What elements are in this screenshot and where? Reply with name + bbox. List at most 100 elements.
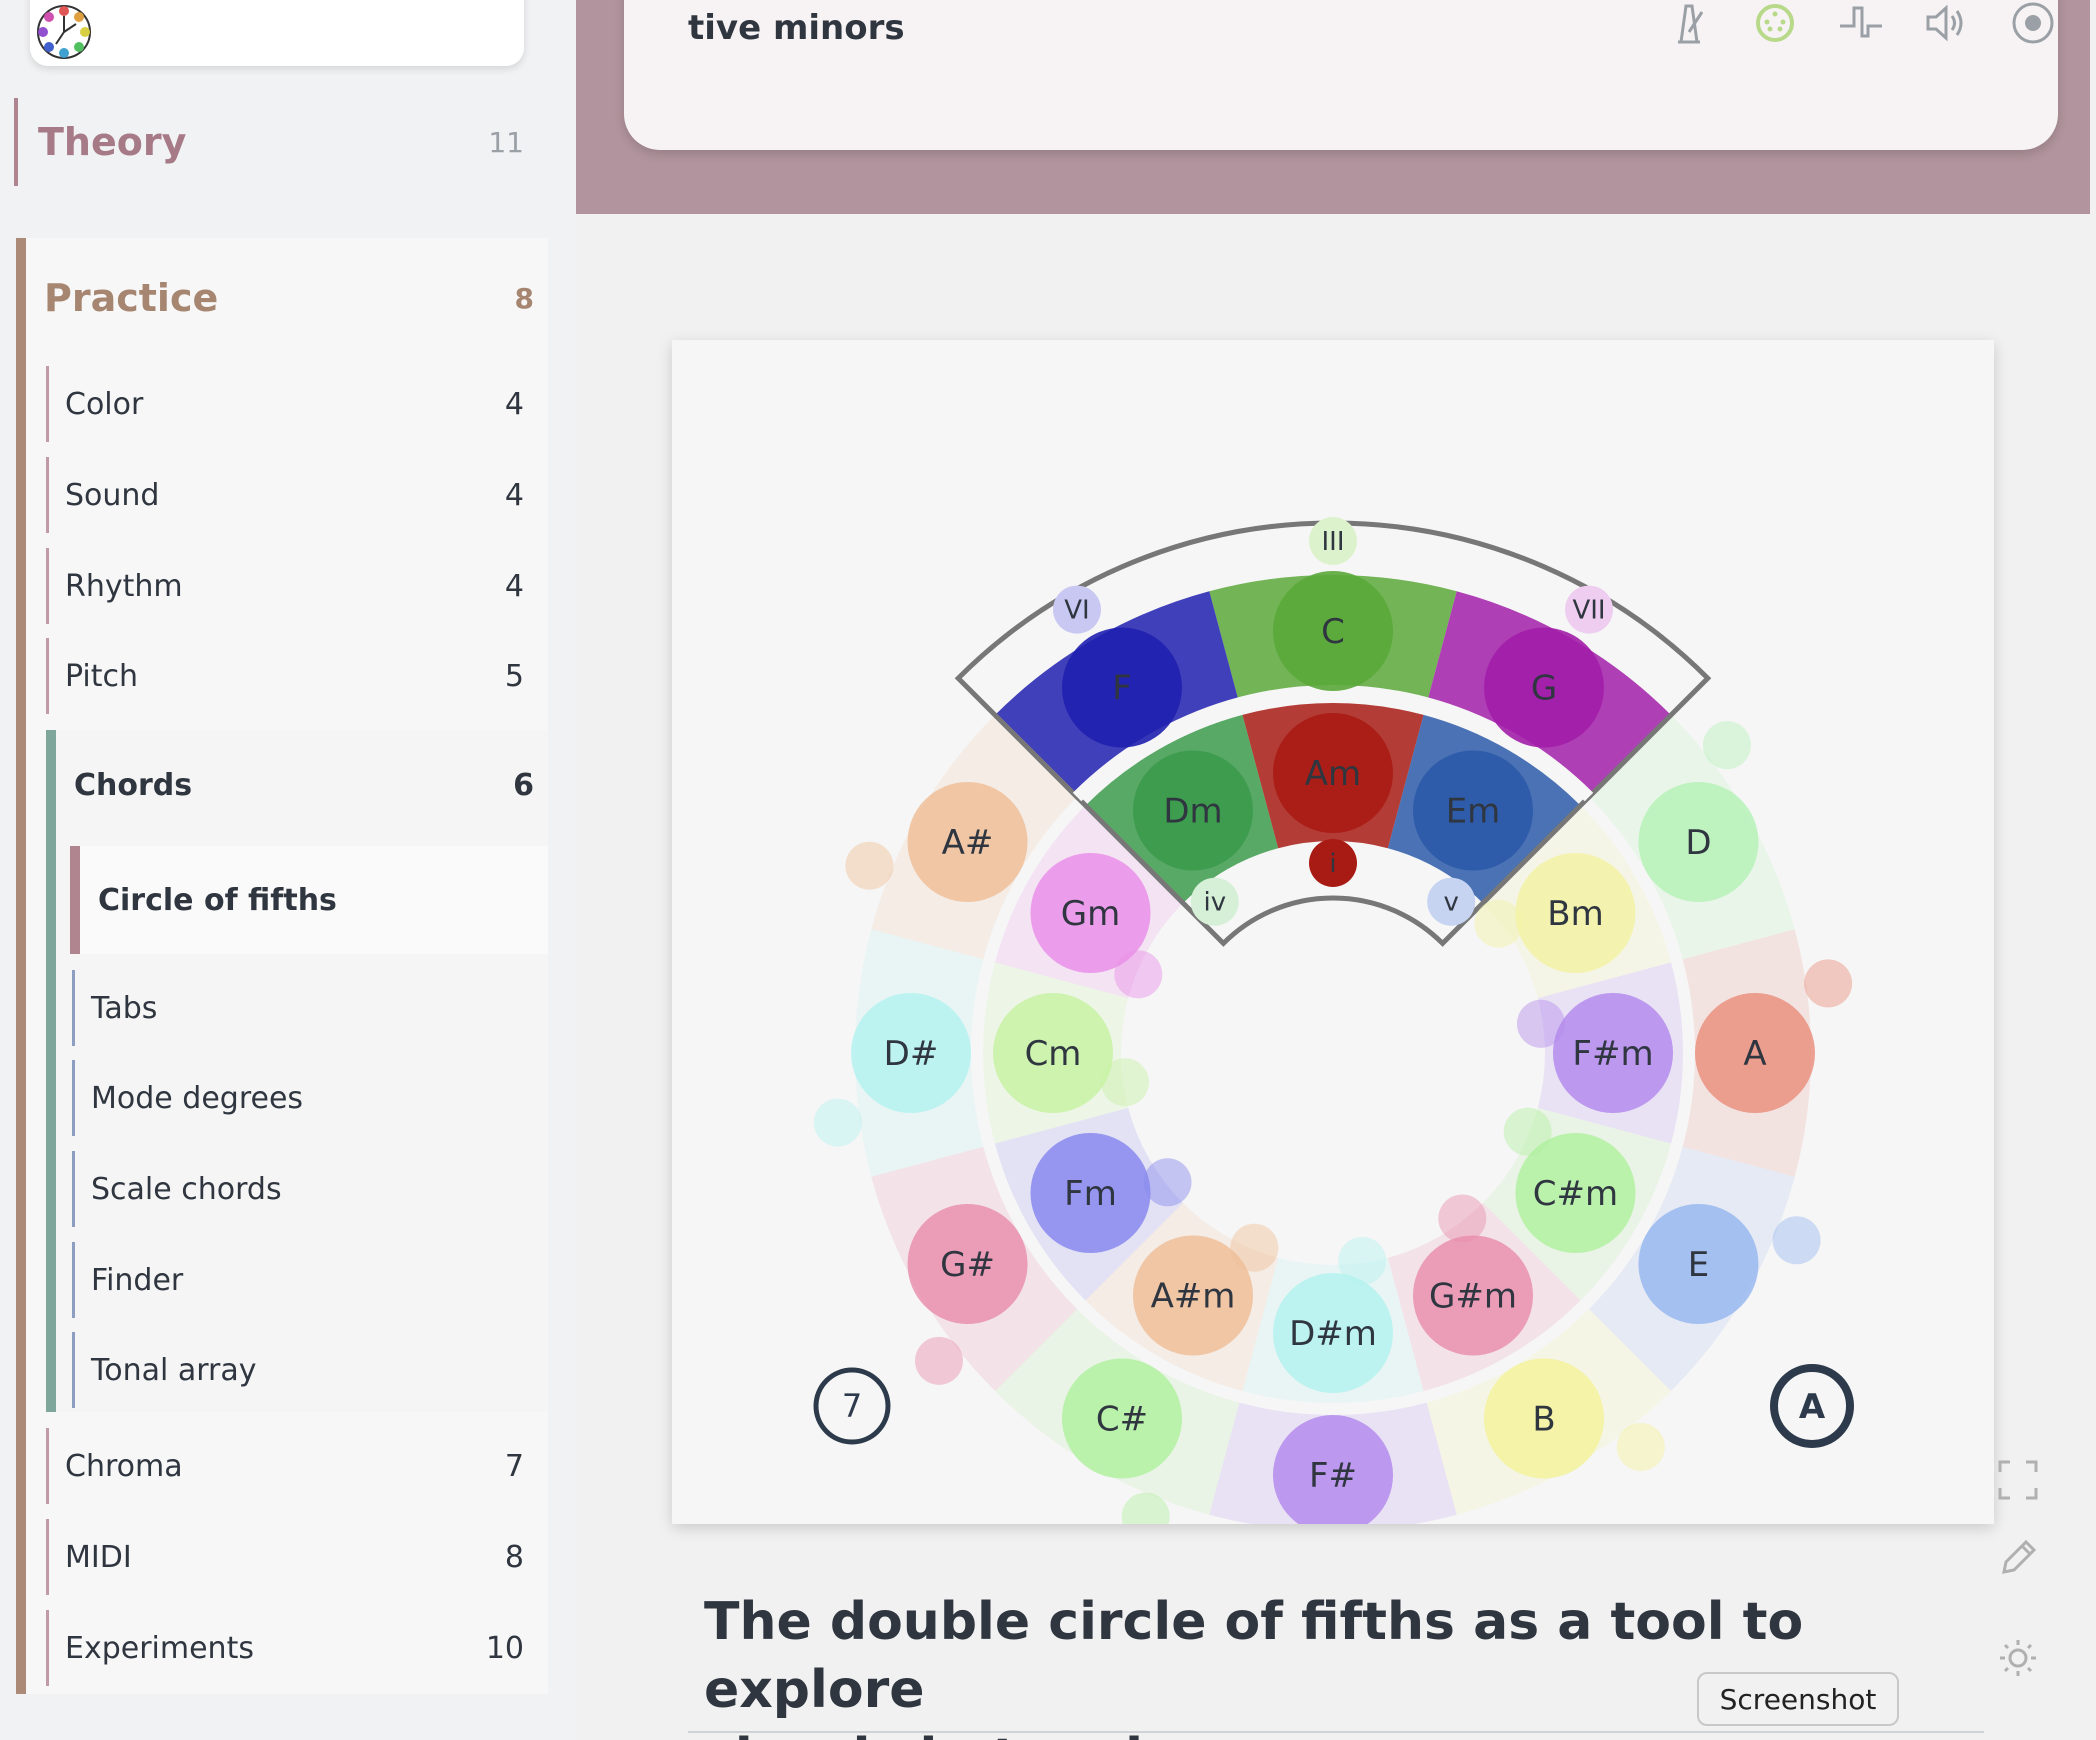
degree-badge-circle: [1427, 877, 1476, 926]
note-label: Am: [1305, 754, 1361, 794]
inner-note-em[interactable]: Em: [1413, 750, 1533, 871]
outer-note-b[interactable]: B: [1484, 1358, 1604, 1479]
sidebar-item-label: Mode degrees: [91, 1080, 304, 1116]
outer-note-c[interactable]: C: [1273, 571, 1393, 691]
sidebar-item-circle-of-fifths[interactable]: Circle of fifths: [70, 846, 548, 954]
sidebar-item-count: 7: [504, 1448, 524, 1484]
outer-note-d[interactable]: D: [1638, 782, 1759, 902]
tonic-label: A: [1799, 1387, 1826, 1427]
sidebar-item-count: 10: [485, 1630, 524, 1666]
ghost-dot: [1503, 1107, 1552, 1156]
sidebar-item-pitch[interactable]: Pitch 5: [46, 638, 538, 714]
note-circle: [907, 782, 1028, 902]
midi-icon[interactable]: [1750, 0, 1800, 48]
outer-note-c-sharp[interactable]: C#: [1062, 1358, 1182, 1479]
theme-icon[interactable]: [1996, 1636, 2040, 1680]
note-label: D: [1685, 823, 1711, 863]
note-circle: [1638, 782, 1759, 902]
inner-note-am[interactable]: Am: [1273, 713, 1393, 833]
logo-card[interactable]: [30, 0, 524, 66]
note-label: C: [1321, 612, 1345, 652]
sidebar-item-color[interactable]: Color 4: [46, 366, 538, 442]
article-title: The double circle of fifths as a tool to…: [704, 1588, 1944, 1740]
metronome-icon[interactable]: [1664, 0, 1714, 48]
sidebar-item-rhythm[interactable]: Rhythm 4: [46, 548, 538, 624]
degree-badge-circle: [1309, 517, 1357, 565]
note-label: A: [1743, 1034, 1766, 1074]
sidebar-item-practice[interactable]: Practice 8: [26, 238, 548, 358]
sidebar-item-count: 4: [504, 386, 524, 422]
inner-note-a-sharpm[interactable]: A#m: [1133, 1235, 1253, 1356]
outer-note-a-sharp[interactable]: A#: [907, 782, 1028, 902]
outer-note-a[interactable]: A: [1695, 993, 1815, 1113]
header-card: tive minors: [624, 0, 2058, 150]
sidebar-item-label: Chroma: [65, 1448, 183, 1484]
inner-note-fm[interactable]: Fm: [1030, 1133, 1151, 1253]
outer-note-f[interactable]: F: [1062, 627, 1182, 748]
record-icon[interactable]: [2008, 0, 2058, 48]
fullscreen-icon[interactable]: [1996, 1458, 2040, 1502]
ghost-dot: [1438, 1194, 1487, 1243]
app-logo-icon: [37, 5, 91, 59]
inner-note-g-sharpm[interactable]: G#m: [1413, 1235, 1533, 1356]
speaker-icon[interactable]: [1922, 0, 1972, 48]
sidebar-item-label: Rhythm: [65, 568, 183, 604]
sidebar-item-midi[interactable]: MIDI 8: [46, 1519, 538, 1595]
sidebar-item-finder[interactable]: Finder: [72, 1242, 542, 1318]
note-label: Em: [1446, 792, 1501, 832]
sidebar-item-count: 8: [514, 281, 534, 315]
sidebar-item-tonal-array[interactable]: Tonal array: [72, 1332, 542, 1408]
note-label: D#m: [1289, 1314, 1377, 1354]
waveform-icon[interactable]: [1836, 0, 1886, 48]
ghost-dot: [1121, 1492, 1170, 1524]
inner-note-d-sharpm[interactable]: D#m: [1273, 1273, 1393, 1393]
ghost-dot: [914, 1336, 963, 1385]
tonic-selector[interactable]: A: [1770, 1364, 1854, 1448]
inner-note-c-sharpm[interactable]: C#m: [1515, 1133, 1636, 1253]
note-label: Cm: [1025, 1034, 1082, 1074]
note-circle: [1273, 1415, 1393, 1524]
degree-badge-iii: III: [1309, 517, 1357, 565]
circle-of-fifths-card: C G D A E B F# C# G# D# A# F Am Em Bm F#m C#m G#m D#m A#m F…: [672, 340, 1994, 1524]
note-circle: [1030, 1133, 1151, 1253]
note-circle: [1413, 750, 1533, 871]
sidebar-item-tabs[interactable]: Tabs: [72, 970, 542, 1046]
inner-ring-notes: Am Em Bm F#m C#m G#m D#m A#m Fm Cm Gm Dm: [993, 713, 1673, 1393]
sidebar-item-experiments[interactable]: Experiments 10: [46, 1610, 538, 1686]
inner-note-f-sharpm[interactable]: F#m: [1553, 993, 1673, 1113]
sidebar-item-chords[interactable]: Chords 6: [56, 730, 548, 840]
sidebar-item-scale-chords[interactable]: Scale chords: [72, 1151, 542, 1227]
ghost-dot: [1616, 1423, 1665, 1472]
note-circle: [1062, 627, 1182, 748]
note-label: E: [1688, 1245, 1709, 1285]
edit-icon[interactable]: [1996, 1536, 2040, 1580]
note-label: A#: [942, 823, 994, 863]
note-circle: [1273, 1273, 1393, 1393]
ghost-dot: [1114, 950, 1163, 999]
ghost-dot: [1101, 1058, 1150, 1107]
inner-note-bm[interactable]: Bm: [1515, 853, 1636, 973]
sidebar-item-mode-degrees[interactable]: Mode degrees: [72, 1060, 542, 1136]
outer-note-g-sharp[interactable]: G#: [907, 1204, 1028, 1324]
inner-note-cm[interactable]: Cm: [993, 993, 1113, 1113]
sidebar-item-count: 5: [504, 658, 524, 694]
note-label: Dm: [1163, 792, 1222, 832]
inner-note-dm[interactable]: Dm: [1133, 750, 1253, 871]
ghost-dot: [1772, 1216, 1821, 1265]
sidebar-item-sound[interactable]: Sound 4: [46, 457, 538, 533]
ghost-dot: [813, 1098, 862, 1147]
sidebar-item-chroma[interactable]: Chroma 7: [46, 1428, 538, 1504]
sidebar-item-theory[interactable]: Theory 11: [14, 98, 534, 186]
header-text: tive minors: [688, 8, 905, 48]
inner-note-gm[interactable]: Gm: [1030, 853, 1151, 973]
outer-note-d-sharp[interactable]: D#: [851, 993, 971, 1113]
outer-note-g[interactable]: G: [1484, 627, 1604, 748]
accidentals-counter[interactable]: 7: [813, 1367, 891, 1445]
note-label: D#: [884, 1034, 939, 1074]
outer-note-f-sharp[interactable]: F#: [1273, 1415, 1393, 1524]
degree-badge-vi: VI: [1053, 585, 1101, 634]
note-label: G: [1531, 669, 1557, 709]
outer-note-e[interactable]: E: [1638, 1204, 1759, 1324]
note-circle: [907, 1204, 1028, 1324]
